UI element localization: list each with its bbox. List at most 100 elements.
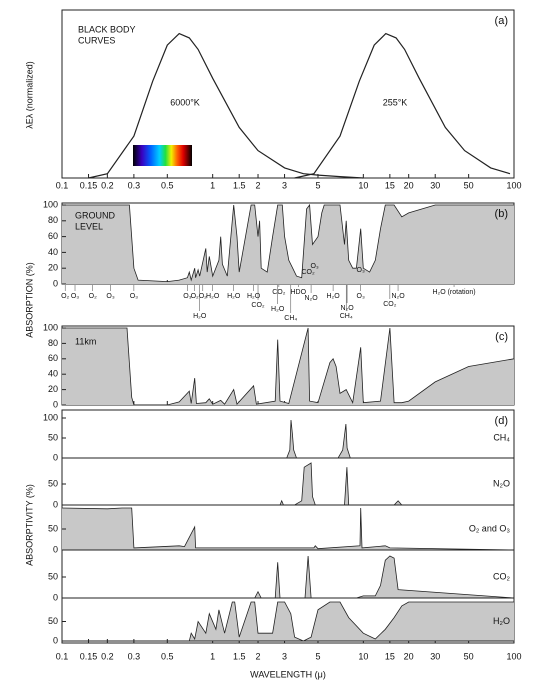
area-fill bbox=[62, 328, 514, 405]
visible-spectrum bbox=[133, 145, 192, 166]
x-tick-label: 5 bbox=[315, 180, 320, 190]
x-tick-label: 15 bbox=[385, 651, 395, 661]
band-label: CO₂ bbox=[251, 302, 265, 309]
x-tick-label: 3 bbox=[282, 651, 287, 661]
gas-label: O₂ and O₃ bbox=[469, 523, 511, 533]
y-tick-label: 0 bbox=[53, 544, 58, 554]
x-tick-label: 30 bbox=[430, 651, 440, 661]
area-line bbox=[62, 203, 514, 283]
y-tick-label: 80 bbox=[48, 215, 58, 225]
y-tick-label: 40 bbox=[48, 247, 58, 257]
y-tick-label: 50 bbox=[48, 523, 58, 533]
band-label: CH₄ bbox=[284, 315, 297, 322]
band-label: O₃ bbox=[357, 293, 365, 300]
band-label: H₂O bbox=[193, 313, 207, 320]
band-label: O₃ bbox=[183, 293, 191, 300]
x-tick-label: 1 bbox=[210, 180, 215, 190]
x-tick-label: 100 bbox=[506, 180, 521, 190]
y-tick-label: 50 bbox=[48, 616, 58, 626]
band-label: N₂O bbox=[304, 295, 318, 302]
band-label: H₂O bbox=[206, 293, 220, 300]
x-tick-label: 0.3 bbox=[128, 651, 141, 661]
x-tick-label: 2 bbox=[256, 651, 261, 661]
band-label: H₂O bbox=[326, 293, 340, 300]
area-fill bbox=[62, 420, 514, 458]
y-tick-label: 20 bbox=[48, 263, 58, 273]
y-tick-label: 50 bbox=[48, 432, 58, 442]
gas-label: CO₂ bbox=[493, 571, 511, 581]
x-axis-title: WAVELENGTH (μ) bbox=[250, 669, 326, 679]
band-label: H₂O bbox=[271, 306, 285, 313]
x-tick-label: 0.2 bbox=[101, 180, 114, 190]
y-tick-label: 80 bbox=[48, 338, 58, 348]
y-tick-label: 0 bbox=[53, 592, 58, 602]
x-tick-label: 1.5 bbox=[233, 651, 246, 661]
y-tick-label: 0 bbox=[53, 499, 58, 509]
panel-label: (c) bbox=[495, 331, 508, 343]
area-line bbox=[62, 601, 514, 642]
curve-label: 6000°K bbox=[170, 97, 200, 107]
x-tick-label: 10 bbox=[358, 180, 368, 190]
y-tick-label: 60 bbox=[48, 353, 58, 363]
band-label: N₂O bbox=[340, 305, 354, 312]
gas-label: CH₄ bbox=[493, 432, 510, 442]
panel-title: BLACK BODY bbox=[78, 24, 136, 34]
area-fill bbox=[62, 463, 514, 505]
band-label: O₃ bbox=[106, 293, 114, 300]
panel-title: CURVES bbox=[78, 35, 115, 45]
panel-title: GROUND bbox=[75, 210, 115, 220]
panel-title: LEVEL bbox=[75, 221, 103, 231]
x-tick-label: 50 bbox=[464, 180, 474, 190]
x-tick-label: 50 bbox=[464, 651, 474, 661]
band-label: O₂ bbox=[61, 293, 69, 300]
band-label: CO₂ bbox=[383, 301, 397, 308]
y-axis-title: λEλ (normalized) bbox=[24, 61, 34, 129]
area-fill bbox=[62, 602, 514, 641]
x-tick-label: 20 bbox=[404, 180, 414, 190]
area-fill bbox=[62, 508, 514, 550]
x-tick-label: 0.5 bbox=[161, 651, 174, 661]
x-tick-label: 0.1 bbox=[56, 180, 69, 190]
panel-label: (b) bbox=[495, 208, 508, 220]
band-label: O₂ bbox=[89, 293, 97, 300]
y-tick-label: 20 bbox=[48, 384, 58, 394]
band-label: O₃ bbox=[130, 293, 138, 300]
band-label: O₂ bbox=[191, 293, 199, 300]
x-tick-label: 5 bbox=[315, 651, 320, 661]
band-label: H₂O (rotation) bbox=[432, 289, 475, 296]
x-tick-label: 100 bbox=[506, 651, 521, 661]
curve bbox=[294, 32, 511, 179]
y-tick-label: 50 bbox=[48, 478, 58, 488]
x-tick-label: 1.5 bbox=[233, 180, 246, 190]
gas-label: H₂O bbox=[493, 616, 510, 626]
x-tick-label: 0.3 bbox=[128, 180, 141, 190]
x-tick-label: 0.5 bbox=[161, 180, 174, 190]
area-fill bbox=[62, 205, 514, 284]
y-tick-label: 40 bbox=[48, 369, 58, 379]
y-tick-label: 0 bbox=[53, 399, 58, 409]
x-tick-label: 30 bbox=[430, 180, 440, 190]
y-tick-label: 50 bbox=[48, 571, 58, 581]
band-label: CO₂ bbox=[301, 269, 315, 276]
panel-frame bbox=[61, 9, 515, 179]
band-label: O₃ bbox=[357, 267, 365, 274]
band-label: CH₄ bbox=[340, 313, 353, 320]
band-label: H₂O bbox=[247, 293, 261, 300]
x-tick-label: 10 bbox=[358, 651, 368, 661]
area-line bbox=[62, 555, 515, 599]
band-label: HDO bbox=[290, 289, 306, 296]
curve-label: 255°K bbox=[383, 97, 408, 107]
y-tick-label: 0 bbox=[53, 278, 58, 288]
x-tick-label: 0.2 bbox=[101, 651, 114, 661]
band-label: CO₂ bbox=[272, 289, 286, 296]
panel-label: (d) bbox=[495, 415, 508, 427]
x-tick-label: 0.1 bbox=[56, 651, 69, 661]
y-tick-label: 0 bbox=[53, 452, 58, 462]
y-axis-title: ABSORPTIVITY (%) bbox=[24, 484, 34, 566]
curve bbox=[88, 32, 364, 179]
x-tick-label: 15 bbox=[385, 180, 395, 190]
gas-label: N₂O bbox=[493, 478, 510, 488]
band-label: O₃ bbox=[71, 293, 79, 300]
y-axis-title: ABSORPTION (%) bbox=[24, 262, 34, 338]
